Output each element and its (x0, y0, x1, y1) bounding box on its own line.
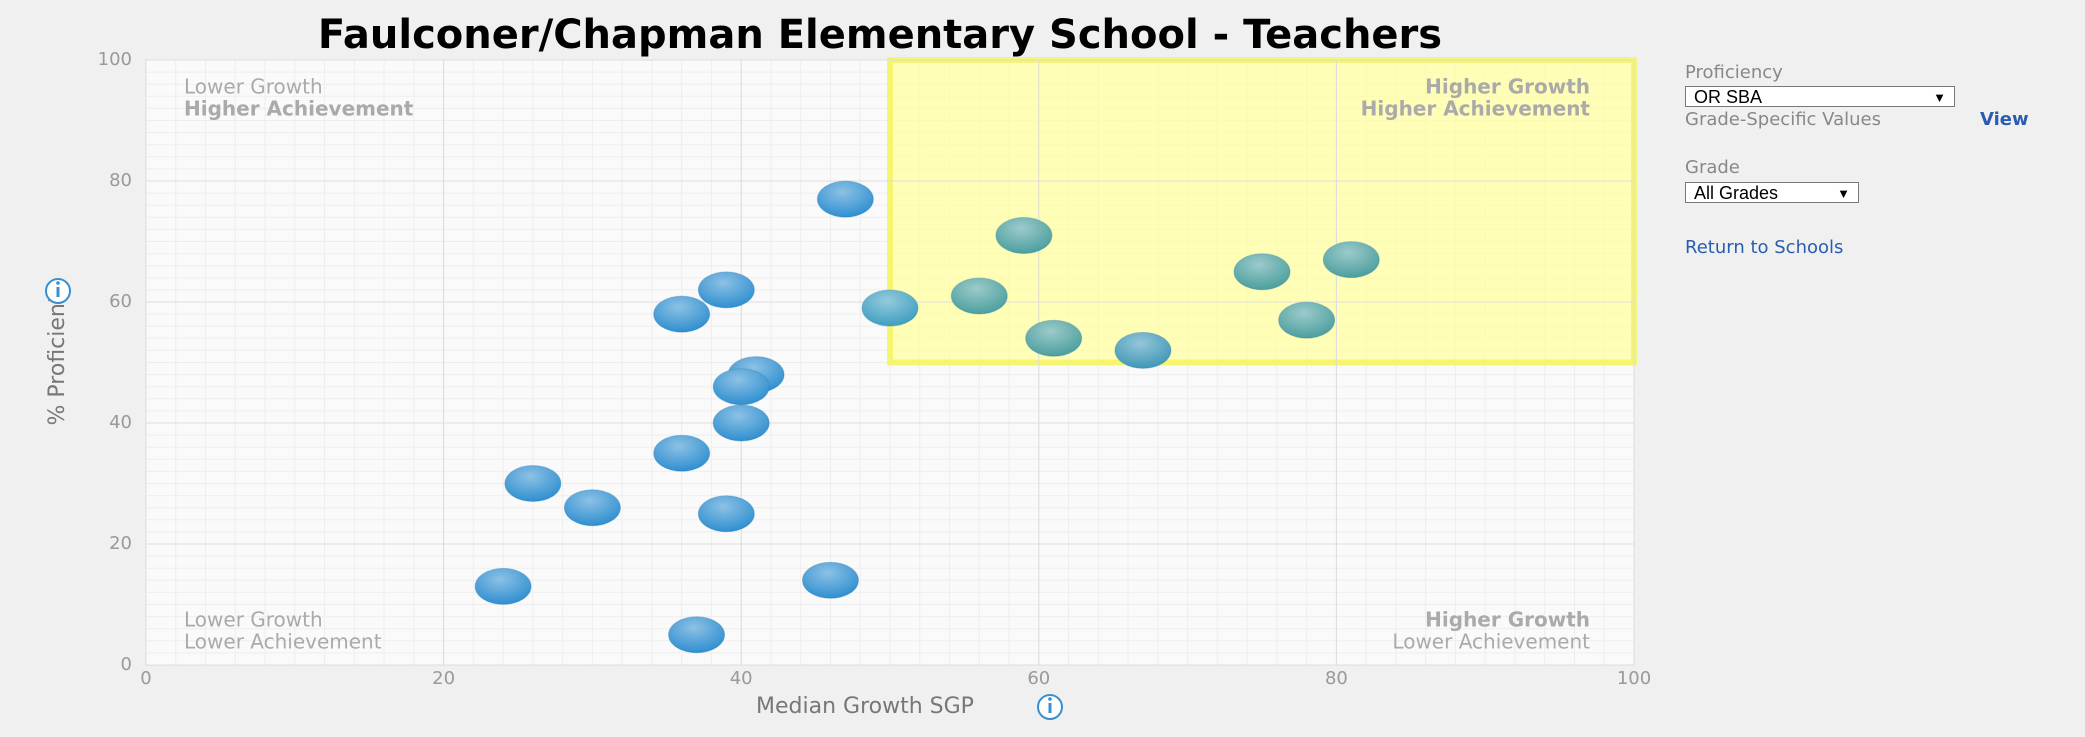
x-tick-label: 0 (140, 668, 151, 689)
point-shine (1278, 302, 1335, 339)
point-shine (802, 562, 859, 599)
point-shine (1234, 253, 1290, 290)
grade-value: All Grades (1694, 183, 1779, 203)
point-shine (475, 568, 532, 605)
quadrant-label: Higher Achievement (1361, 97, 1591, 121)
point-shine (653, 435, 710, 472)
proficiency-select[interactable]: OR SBA ▼ (1685, 86, 1955, 107)
x-tick-label: 40 (730, 668, 753, 689)
chart: Faulconer/Chapman Elementary School - Te… (45, 12, 1651, 720)
y-tick-label: 20 (109, 533, 132, 554)
point-shine (1323, 241, 1380, 278)
point-shine (995, 217, 1052, 254)
proficiency-value: OR SBA (1694, 87, 1763, 107)
quadrant-label: Lower Achievement (1392, 630, 1590, 654)
grade-select[interactable]: All Grades ▼ (1685, 182, 1859, 203)
quadrant-label: Lower Achievement (184, 630, 382, 654)
grade-specific-label: Grade-Specific Values (1685, 109, 1881, 130)
quadrant-label: Lower Growth (184, 608, 323, 632)
y-tick-label: 60 (109, 291, 132, 312)
y-info-icon[interactable] (45, 278, 71, 304)
point-shine (698, 495, 755, 532)
point-shine (564, 489, 621, 526)
x-tick-label: 20 (432, 668, 455, 689)
x-tick-label: 100 (1617, 668, 1651, 689)
view-link[interactable]: View (1980, 109, 2029, 130)
x-tick-label: 80 (1325, 668, 1348, 689)
point-shine (951, 277, 1008, 314)
y-tick-label: 80 (109, 170, 132, 191)
chart-title: Faulconer/Chapman Elementary School - Te… (318, 12, 1442, 58)
x-tick-label: 60 (1027, 668, 1050, 689)
quadrant-label: Higher Growth (1425, 608, 1590, 632)
point-shine (653, 296, 710, 333)
point-shine (862, 290, 918, 327)
point-shine (817, 181, 874, 218)
grade-label: Grade (1685, 157, 1740, 178)
point-shine (1025, 320, 1082, 357)
quadrant-label: Higher Growth (1425, 75, 1590, 99)
x-info-icon[interactable] (1037, 694, 1063, 720)
y-tick-label: 100 (98, 49, 132, 70)
point-shine (713, 405, 770, 441)
point-shine (1114, 332, 1171, 369)
quadrant-label: Lower Growth (184, 75, 323, 99)
x-axis-label: Median Growth SGP (756, 694, 974, 719)
proficiency-label: Proficiency (1685, 62, 1783, 83)
y-tick-label: 0 (121, 654, 132, 675)
y-tick-label: 40 (109, 412, 132, 433)
return-link[interactable]: Return to Schools (1685, 237, 1844, 258)
point-shine (698, 271, 755, 308)
quadrant-label: Higher Achievement (184, 97, 414, 121)
point-shine (713, 368, 770, 405)
point-shine (668, 616, 725, 653)
y-axis-label: % Proficient (45, 294, 70, 425)
point-shine (504, 465, 561, 502)
